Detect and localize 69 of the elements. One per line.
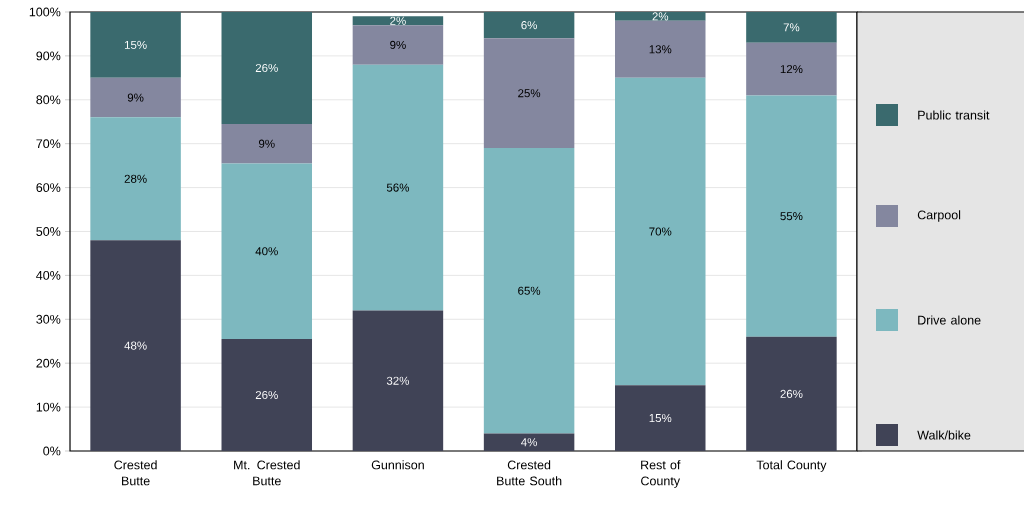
x-tick-label: Mt. Crested Butte: [234, 460, 300, 486]
data-label: 32%: [386, 376, 410, 385]
bar: [746, 11, 837, 43]
y-tick-label: 0%: [43, 446, 61, 456]
x-tick-label: Rest of County: [641, 460, 681, 488]
bar: [221, 11, 313, 124]
bar: [352, 64, 444, 311]
data-label: 4%: [521, 438, 537, 447]
bar: [221, 163, 313, 340]
data-label: 15%: [649, 414, 672, 423]
data-label: 55%: [780, 212, 803, 221]
data-label: 70%: [649, 227, 672, 236]
y-tick-label: 40%: [36, 270, 61, 280]
x-tick-label: Gunnison: [371, 460, 424, 470]
data-label: 65%: [518, 286, 541, 295]
bar: [615, 77, 706, 386]
y-tick-label: 70%: [36, 139, 61, 149]
x-tick-label: Crested Butte: [114, 460, 157, 486]
bar: [90, 77, 181, 118]
legend-label: Walk/bike: [917, 430, 971, 440]
data-label: 26%: [780, 389, 803, 398]
data-label: 26%: [255, 390, 278, 400]
y-tick-label: 90%: [36, 51, 61, 61]
x-tick-label: Crested Butte South: [497, 460, 562, 486]
y-tick-label: 10%: [36, 402, 61, 412]
data-label: 40%: [255, 247, 278, 256]
data-label: 9%: [127, 93, 144, 102]
y-tick-label: 20%: [36, 358, 61, 368]
bar: [615, 385, 706, 451]
bar: [615, 20, 706, 78]
data-label: 15%: [124, 40, 147, 49]
data-label: 9%: [390, 40, 406, 49]
bar: [746, 95, 837, 337]
y-tick-label: 50%: [36, 227, 61, 236]
bar: [90, 117, 181, 241]
data-label: 2%: [652, 12, 669, 21]
bar: [483, 433, 575, 451]
legend-label: Carpool: [917, 210, 961, 222]
bar: [483, 38, 575, 149]
bar: [746, 42, 837, 96]
data-label: 13%: [649, 45, 672, 54]
data-label: 12%: [780, 65, 803, 74]
bar: [483, 11, 575, 39]
x-tick-label: Total County: [756, 460, 827, 472]
data-label: 56%: [386, 183, 410, 192]
bar: [746, 336, 837, 451]
data-label: 26%: [255, 63, 278, 73]
data-label: 28%: [124, 174, 147, 183]
data-label: 25%: [518, 89, 541, 98]
data-label: 6%: [521, 21, 537, 30]
data-label: 48%: [124, 341, 147, 350]
legend-label: Drive alone: [918, 315, 981, 325]
bar: [90, 240, 181, 451]
bar: [90, 11, 181, 78]
y-tick-label: 30%: [36, 314, 61, 324]
data-label: 7%: [783, 23, 800, 32]
bar: [352, 310, 444, 451]
bar: [221, 123, 313, 164]
y-tick-label: 100%: [29, 7, 61, 17]
bar: [352, 16, 444, 26]
bar: [615, 11, 706, 21]
data-label: 9%: [258, 139, 275, 148]
bar: [221, 339, 313, 451]
legend-label: Public transit: [918, 110, 990, 120]
bar: [352, 25, 444, 65]
data-label: 2%: [390, 16, 406, 25]
y-tick-label: 80%: [36, 95, 61, 105]
bar: [483, 148, 575, 434]
y-tick-label: 60%: [36, 183, 61, 193]
